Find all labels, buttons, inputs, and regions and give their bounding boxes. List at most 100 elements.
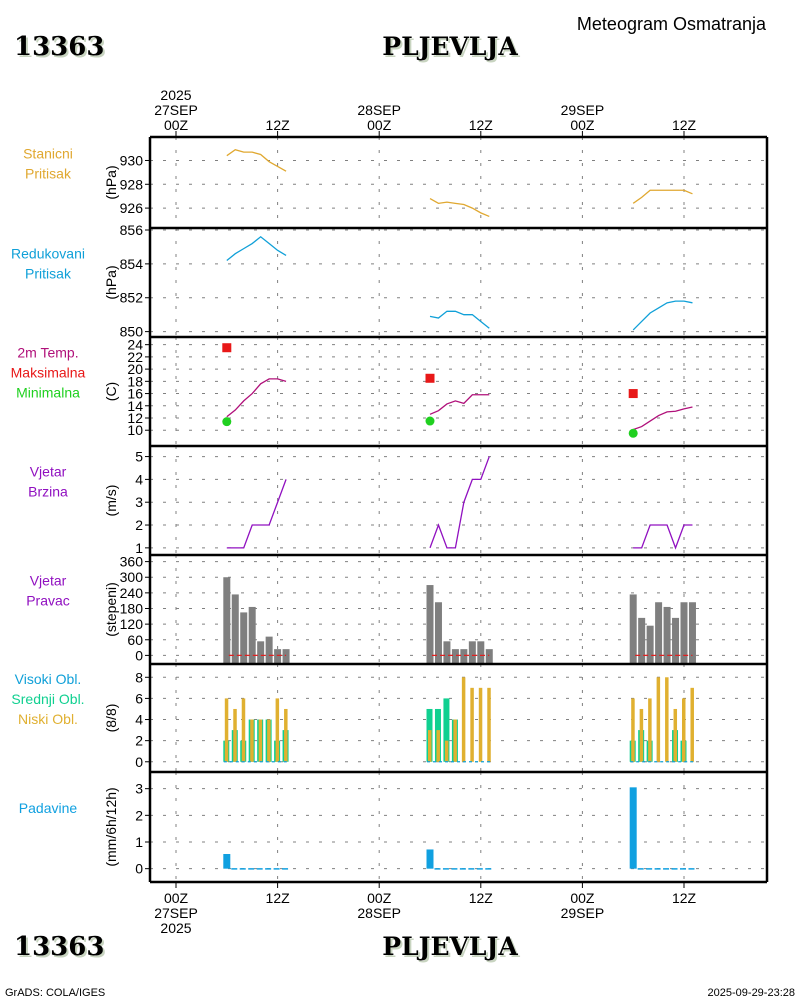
- unit-label-temperature: (C): [103, 382, 119, 401]
- y-tick-label: 3: [135, 494, 143, 510]
- wind-dir-bar: [443, 641, 451, 664]
- x-tick-label-top: 00Z: [367, 117, 392, 133]
- y-tick-label: 6: [135, 690, 143, 706]
- wind-dir-bar: [434, 602, 442, 664]
- station-id-top: 13363: [16, 34, 106, 64]
- y-tick-label: 10: [127, 422, 143, 438]
- wind-dir-bar: [460, 649, 468, 664]
- y-tick-label: 856: [120, 222, 144, 238]
- y-tick-label: 180: [120, 601, 144, 617]
- wind-dir-bar: [282, 649, 290, 664]
- station-id-bottom: 13363: [14, 932, 104, 962]
- series-line-station_pressure: [429, 198, 490, 218]
- x-tick-label-top: 29SEP: [561, 102, 605, 118]
- precip-bar: [459, 868, 466, 870]
- cloud-low-bar: [478, 687, 483, 762]
- x-tick-label-top: 12Z: [672, 117, 697, 133]
- precip-bar: [442, 868, 449, 870]
- tmax-marker: [222, 343, 232, 353]
- y-tick-label: 360: [120, 554, 144, 570]
- station-name-top-shadow: PLJEVLJA: [384, 34, 520, 63]
- cloud-low-bar: [241, 698, 246, 762]
- panel-label-temperature: Maksimalna: [11, 365, 86, 381]
- y-tick-label: 0: [135, 861, 143, 877]
- cloud-low-bar: [224, 698, 229, 762]
- precip-bar: [663, 868, 670, 870]
- x-tick-label-bottom: 27SEP: [154, 905, 198, 921]
- panel-label-clouds: Visoki Obl.: [15, 671, 82, 687]
- y-tick-label: 12: [127, 410, 143, 426]
- cloud-low-bar: [453, 719, 457, 762]
- cloud-mid-bar: [443, 698, 450, 762]
- tmax-marker: [628, 389, 638, 399]
- x-tick-label-top: 00Z: [570, 117, 595, 133]
- x-tick-label-bottom: 29SEP: [561, 905, 605, 921]
- wind-dir-bar: [477, 641, 485, 664]
- x-tick-label-bottom: 2025: [160, 920, 191, 936]
- cloud-low-bar: [275, 698, 280, 762]
- precip-bar: [248, 868, 255, 870]
- y-tick-label: 60: [127, 632, 143, 648]
- wind-dir-bar: [663, 606, 671, 664]
- wind-dir-bar: [274, 649, 282, 664]
- y-tick-label: 2: [135, 807, 143, 823]
- panel-label-reduced_pressure: Redukovani: [11, 246, 85, 262]
- wind-dir-bar: [680, 602, 688, 664]
- x-tick-label-bottom: 12Z: [266, 890, 291, 906]
- precip-bar: [239, 868, 246, 870]
- panel-label-temperature: Minimalna: [16, 385, 80, 401]
- cloud-low-bar: [682, 698, 686, 762]
- y-tick-label: 2: [135, 517, 143, 533]
- unit-label-wind_direction: (stepeni): [103, 582, 119, 636]
- wind-dir-bar: [248, 606, 256, 664]
- precip-bar: [654, 868, 661, 870]
- wind-dir-bar: [451, 649, 459, 664]
- cloud-low-bar: [436, 730, 440, 762]
- wind-dir-bar: [468, 641, 476, 664]
- precip-bar: [231, 868, 238, 870]
- x-tick-label-bottom: 12Z: [672, 890, 697, 906]
- x-tick-label-top: 12Z: [266, 117, 291, 133]
- tmin-marker: [425, 416, 435, 426]
- cloud-low-bar: [487, 687, 491, 762]
- wind-dir-bar: [426, 585, 434, 664]
- data-layer: [222, 149, 696, 870]
- cloud-low-bar: [284, 708, 288, 762]
- unit-label-precipitation: (mm/6h/12h): [103, 787, 119, 866]
- x-tick-label-top: 2025: [160, 87, 191, 103]
- panel-label-temperature: 2m Temp.: [17, 345, 78, 361]
- precip-bar: [637, 868, 644, 870]
- series-line-wind_speed: [226, 479, 287, 549]
- y-tick-label: 1: [135, 834, 143, 850]
- cloud-low-bar: [631, 698, 635, 762]
- unit-label-clouds: (8/8): [103, 704, 119, 733]
- panel-label-station_pressure: Stanicni: [23, 146, 73, 162]
- precip-bar: [485, 868, 492, 870]
- series-line-wind_speed: [429, 456, 490, 549]
- cloud-low-bar: [639, 708, 644, 762]
- cloud-low-bar: [444, 740, 449, 762]
- y-tick-label: 20: [127, 361, 143, 377]
- wind-dir-bar: [223, 577, 231, 664]
- cloud-low-bar: [673, 708, 678, 762]
- precip-bar: [646, 868, 653, 870]
- panel-label-wind_speed: Vjetar: [30, 464, 67, 480]
- cloud-low-bar: [250, 719, 254, 762]
- y-tick-label: 2: [135, 733, 143, 749]
- series-line-station_pressure: [226, 149, 287, 172]
- x-tick-label-top: 12Z: [469, 117, 494, 133]
- panel-label-precipitation: Padavine: [19, 800, 78, 816]
- series-line-station_pressure: [632, 189, 693, 204]
- y-tick-label: 854: [120, 256, 144, 272]
- unit-label-reduced_pressure: (hPa): [103, 265, 119, 299]
- y-tick-label: 928: [120, 176, 144, 192]
- panel-label-clouds: Srednji Obl.: [11, 691, 84, 707]
- cloud-low-bar: [267, 719, 271, 762]
- wind-dir-bar: [240, 612, 248, 664]
- y-tick-label: 0: [135, 647, 143, 663]
- wind-dir-bar: [257, 641, 265, 664]
- product-title: Meteogram Osmatranja: [577, 14, 767, 34]
- y-tick-label: 300: [120, 569, 144, 585]
- wind-dir-bar: [485, 649, 493, 664]
